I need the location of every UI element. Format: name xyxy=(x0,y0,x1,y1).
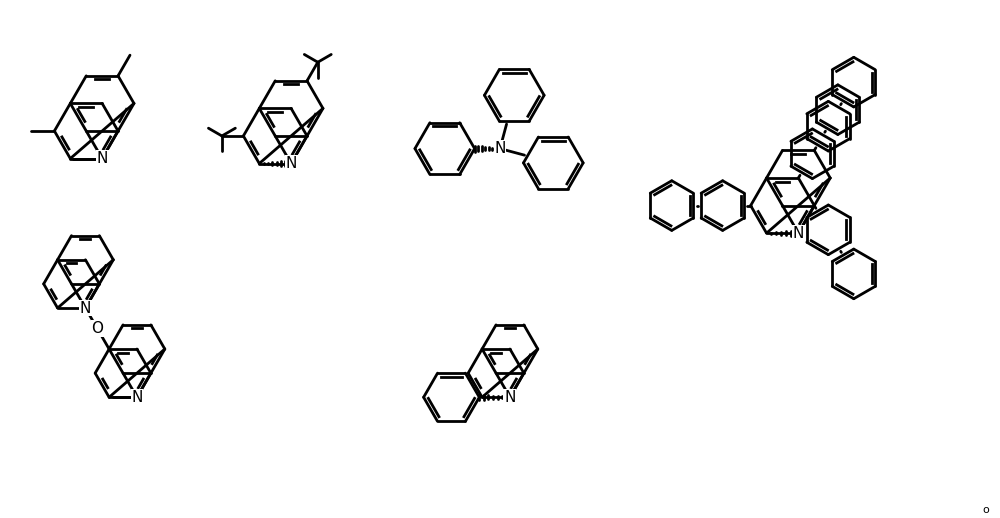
Text: N: N xyxy=(131,390,143,405)
Text: N: N xyxy=(793,226,804,241)
Text: N: N xyxy=(80,300,91,315)
Text: N: N xyxy=(504,390,516,405)
Text: o: o xyxy=(982,505,989,515)
Text: N: N xyxy=(285,156,297,171)
Text: O: O xyxy=(91,321,103,336)
Text: N: N xyxy=(494,141,506,156)
Text: N: N xyxy=(80,300,91,315)
Text: N: N xyxy=(96,151,108,166)
